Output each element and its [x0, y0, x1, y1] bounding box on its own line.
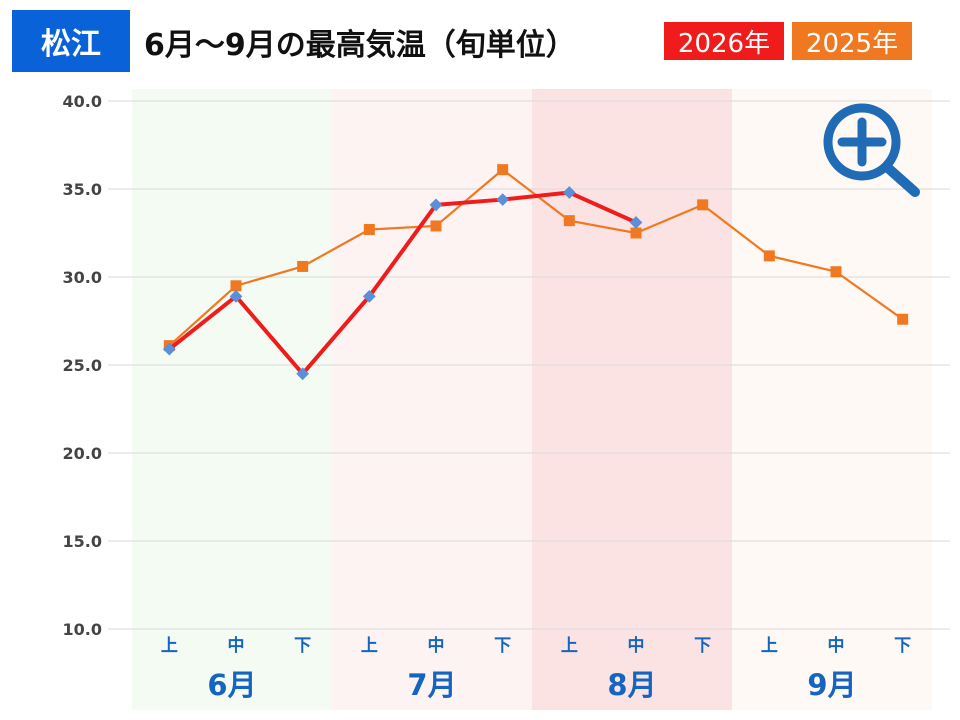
x-tick-label: 下: [294, 636, 311, 656]
month-band: [132, 89, 332, 710]
city-badge: 松江: [12, 10, 130, 72]
y-tick-label: 20.0: [63, 444, 102, 463]
data-point: [297, 260, 309, 272]
data-point: [897, 313, 909, 325]
x-tick-label: 中: [228, 635, 245, 656]
month-band: [532, 89, 732, 710]
x-tick-label: 中: [828, 635, 845, 656]
x-tick-label: 上: [161, 636, 178, 656]
zoom-button[interactable]: [820, 102, 924, 202]
month-label: 8月: [607, 668, 656, 702]
data-point: [763, 250, 775, 262]
data-point: [429, 198, 443, 212]
month-label: 6月: [207, 668, 256, 702]
data-point: [362, 289, 376, 303]
zoom-in-icon[interactable]: [820, 102, 924, 202]
x-tick-label: 上: [761, 636, 778, 656]
data-point: [162, 342, 176, 356]
x-tick-label: 下: [694, 636, 711, 656]
x-tick-label: 上: [361, 636, 378, 656]
x-tick-label: 上: [561, 636, 578, 656]
header: 松江 6月～9月の最高気温（旬単位） 2026年 2025年: [0, 0, 960, 80]
data-point: [630, 227, 642, 239]
data-point: [430, 220, 442, 232]
y-tick-label: 35.0: [63, 180, 102, 199]
data-point: [496, 193, 510, 206]
data-point: [830, 266, 842, 278]
month-band: [332, 89, 532, 710]
x-tick-label: 下: [894, 636, 911, 656]
y-tick-label: 30.0: [63, 268, 102, 287]
data-point: [697, 199, 709, 211]
x-tick-label: 中: [628, 635, 645, 656]
series-line: [168, 190, 637, 376]
data-point: [296, 367, 310, 381]
y-tick-label: 40.0: [63, 92, 102, 111]
y-tick-label: 10.0: [63, 620, 102, 639]
legend-2026: 2026年: [664, 22, 784, 60]
y-tick-label: 15.0: [63, 532, 102, 551]
x-tick-label: 中: [428, 635, 445, 656]
line-chart: 40.0 35.0 30.0 25.0 20.0 15.0 10.0 上 中 下 上 中 下 上 中 下 上 中 下…: [63, 89, 950, 710]
data-point: [230, 280, 242, 292]
chart-title: 6月～9月の最高気温（旬単位）: [144, 28, 576, 63]
data-point: [497, 164, 509, 176]
month-label: 7月: [407, 668, 456, 702]
data-point: [563, 215, 575, 227]
month-label: 9月: [807, 668, 856, 702]
data-point: [363, 223, 375, 235]
month-band: [732, 89, 932, 710]
data-point: [229, 289, 243, 303]
legend-2025: 2025年: [792, 22, 912, 60]
y-tick-label: 25.0: [63, 356, 102, 375]
x-tick-label: 下: [494, 636, 511, 656]
